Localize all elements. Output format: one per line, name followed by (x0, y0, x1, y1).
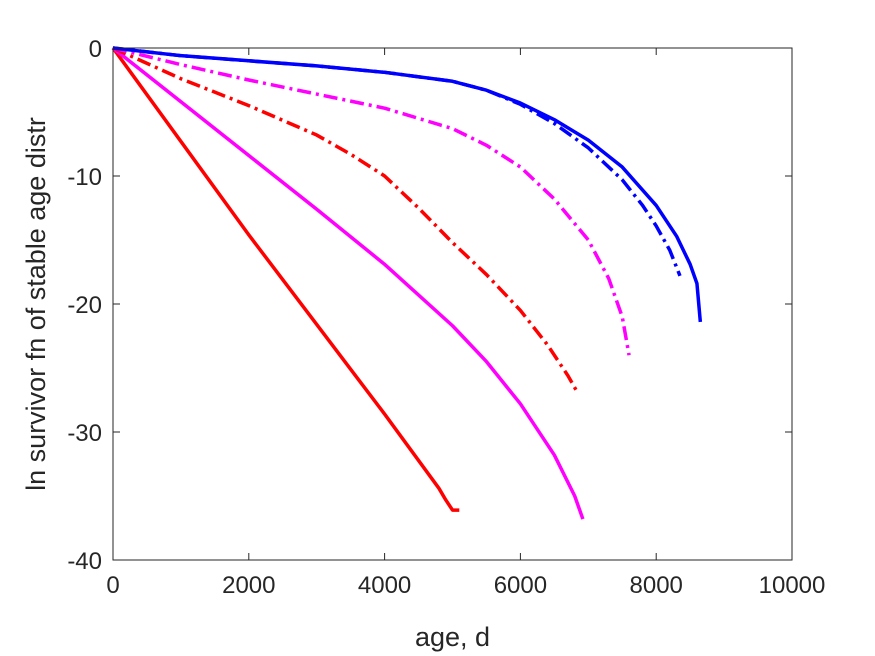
y-tick-label: -10 (67, 164, 102, 191)
series-line-3 (112, 46, 580, 395)
x-tick-label: 8000 (630, 572, 683, 599)
plot-area (113, 48, 792, 560)
y-tick-label: -20 (67, 292, 102, 319)
y-tick-label: 0 (89, 36, 102, 63)
x-tick-label: 6000 (494, 572, 547, 599)
y-tick-label: -40 (67, 548, 102, 575)
series-line-6 (112, 46, 703, 323)
x-tick-label: 10000 (759, 572, 826, 599)
y-tick-label: -30 (67, 420, 102, 447)
series-line-4 (112, 46, 631, 356)
y-axis: 0 -10 -20 -30 -40 (67, 36, 792, 575)
x-tick-label: 0 (106, 572, 119, 599)
x-tick-label: 2000 (222, 572, 275, 599)
x-axis-label: age, d (415, 622, 490, 652)
y-axis-label: ln survivor fn of stable age distr (21, 117, 51, 491)
x-tick-label: 4000 (358, 572, 411, 599)
series-line-2 (111, 46, 585, 520)
x-axis: 0 2000 4000 6000 8000 10000 (106, 48, 825, 599)
series-layer (111, 46, 703, 520)
series-line-1 (111, 46, 460, 512)
